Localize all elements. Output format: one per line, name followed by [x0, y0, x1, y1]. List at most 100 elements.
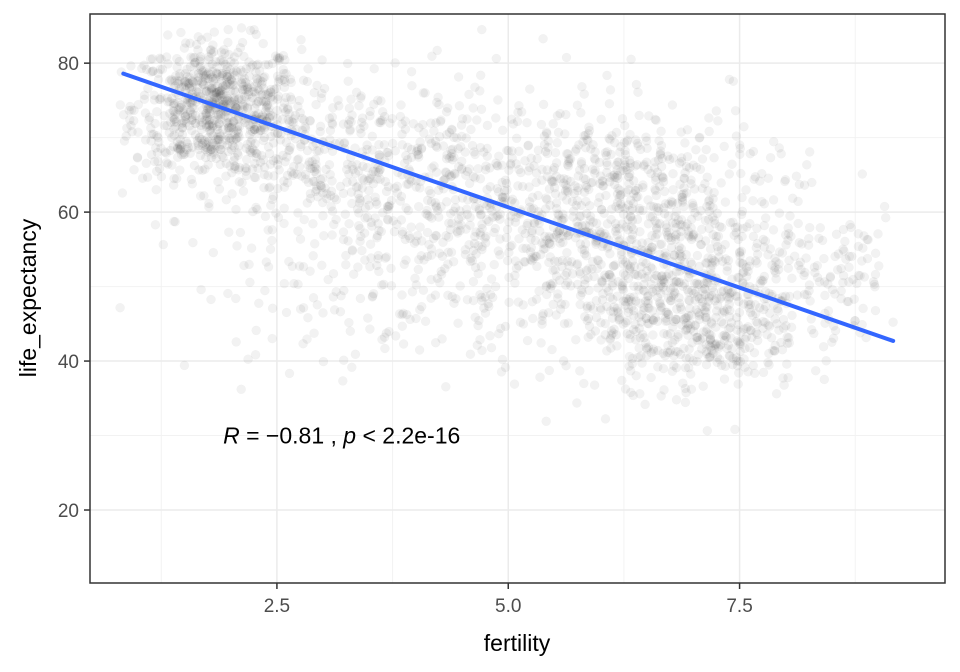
data-point: [217, 77, 226, 87]
data-point: [422, 252, 432, 262]
data-point: [460, 245, 470, 255]
data-point: [297, 113, 307, 123]
data-point: [247, 144, 257, 153]
data-point: [365, 106, 375, 116]
data-point: [800, 268, 810, 277]
data-point: [432, 167, 441, 177]
p-symbol: p: [342, 423, 356, 449]
data-point: [612, 341, 622, 351]
data-point: [535, 372, 545, 382]
data-point: [456, 142, 466, 152]
data-point: [623, 260, 633, 270]
data-point: [311, 168, 321, 178]
data-point: [400, 124, 410, 134]
data-point: [648, 306, 658, 316]
data-point: [693, 292, 703, 302]
data-point: [631, 80, 641, 90]
data-point: [247, 148, 257, 158]
data-point: [689, 229, 699, 239]
data-point: [621, 384, 630, 394]
data-point: [616, 142, 626, 152]
data-point: [714, 343, 724, 353]
data-point: [285, 145, 295, 155]
data-point: [230, 161, 240, 171]
data-point: [181, 112, 191, 121]
data-point: [628, 353, 638, 363]
data-point: [491, 282, 501, 292]
data-point: [669, 317, 679, 327]
data-point: [207, 138, 217, 148]
data-point: [241, 171, 251, 180]
data-point: [207, 119, 217, 129]
data-point: [348, 165, 358, 174]
data-point: [418, 120, 428, 130]
data-point: [229, 93, 239, 103]
data-point: [189, 59, 199, 69]
data-point: [591, 296, 601, 306]
data-point: [745, 256, 755, 266]
data-point: [583, 136, 593, 146]
data-point: [435, 132, 445, 142]
data-point: [280, 55, 290, 65]
data-point: [202, 32, 212, 42]
data-point: [182, 72, 192, 82]
data-point: [638, 285, 648, 295]
data-point: [372, 199, 382, 209]
data-point: [532, 154, 542, 164]
data-point: [317, 88, 327, 98]
data-point: [169, 101, 179, 111]
data-point: [601, 151, 611, 160]
data-point: [210, 88, 220, 98]
data-point: [418, 88, 428, 98]
data-point: [346, 117, 356, 127]
data-point: [352, 87, 362, 97]
data-point: [579, 131, 589, 141]
data-point: [658, 348, 668, 358]
data-point: [676, 302, 685, 312]
data-point: [579, 187, 589, 197]
data-point: [208, 121, 218, 131]
data-point: [728, 353, 738, 363]
data-point: [311, 100, 321, 110]
data-point: [263, 60, 273, 70]
data-point: [794, 238, 804, 248]
data-point: [608, 278, 618, 288]
data-point: [150, 156, 160, 166]
data-point: [643, 238, 653, 248]
data-point: [570, 181, 580, 191]
data-point: [558, 255, 567, 265]
data-point: [639, 303, 649, 313]
data-point: [266, 87, 276, 97]
data-point: [485, 163, 495, 173]
data-point: [176, 102, 186, 112]
data-point: [202, 70, 212, 80]
data-point: [175, 165, 185, 175]
data-point: [369, 99, 379, 109]
data-point: [415, 222, 425, 232]
data-point: [126, 61, 136, 71]
data-point: [259, 112, 269, 122]
data-point: [651, 270, 661, 280]
data-point: [769, 346, 779, 356]
data-point: [302, 198, 312, 208]
data-point: [560, 299, 570, 309]
data-point: [193, 87, 203, 97]
data-point: [450, 168, 459, 178]
data-point: [493, 246, 503, 256]
data-point: [264, 113, 274, 122]
data-point: [648, 316, 658, 325]
data-point: [338, 188, 348, 198]
data-point: [737, 246, 746, 256]
data-point: [727, 318, 736, 328]
data-point: [426, 275, 436, 285]
data-point: [760, 236, 770, 246]
data-point: [271, 154, 281, 164]
data-point: [717, 361, 727, 370]
data-point: [254, 85, 264, 95]
data-point: [655, 150, 665, 160]
data-point: [253, 97, 263, 107]
data-point: [222, 69, 232, 79]
data-point: [581, 143, 591, 153]
data-point: [462, 295, 472, 305]
data-point: [684, 344, 694, 354]
